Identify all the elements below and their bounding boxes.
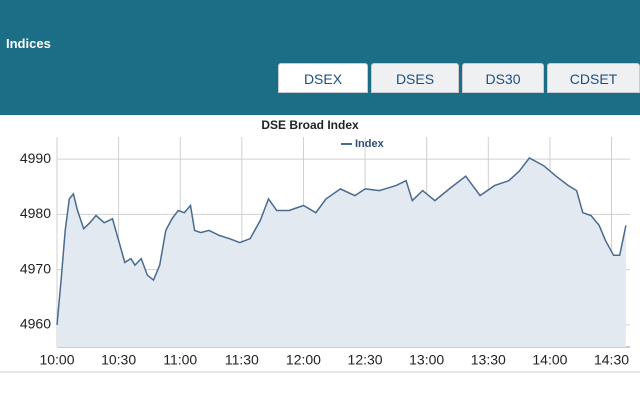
- x-tick-label: 14:30: [594, 352, 629, 368]
- chart-title: DSE Broad Index: [261, 118, 359, 132]
- x-tick-label: 13:00: [409, 352, 444, 368]
- y-tick-label: 4960: [20, 316, 51, 332]
- header-title: Indices: [6, 36, 51, 51]
- y-tick-label: 4970: [20, 260, 51, 276]
- area: [57, 158, 626, 347]
- x-tick-label: 14:00: [532, 352, 567, 368]
- x-tick-label: 10:00: [39, 352, 74, 368]
- tab[interactable]: CDSET: [547, 63, 640, 93]
- y-tick-label: 4990: [20, 150, 51, 166]
- x-tick-label: 13:30: [471, 352, 506, 368]
- chart: DSE Broad Index 4960 4970 4980 4990 10:00 10:…: [0, 118, 640, 373]
- header: Indices DSEX DSES DS30 CDSET: [0, 0, 640, 115]
- x-tick-label: 11:30: [225, 352, 259, 368]
- tab[interactable]: DSEX: [278, 63, 368, 93]
- line: [56, 157, 627, 325]
- x-tick-label: 12:30: [348, 352, 383, 368]
- x-tick-label: 10:30: [101, 352, 136, 368]
- legend-label: Index: [355, 138, 385, 150]
- tab[interactable]: DS30: [462, 63, 544, 93]
- tab[interactable]: DSES: [371, 63, 459, 93]
- y-tick-label: 4980: [20, 205, 51, 221]
- x-tick-label: 11:00: [163, 352, 197, 368]
- x-tick-label: 12:00: [286, 352, 321, 368]
